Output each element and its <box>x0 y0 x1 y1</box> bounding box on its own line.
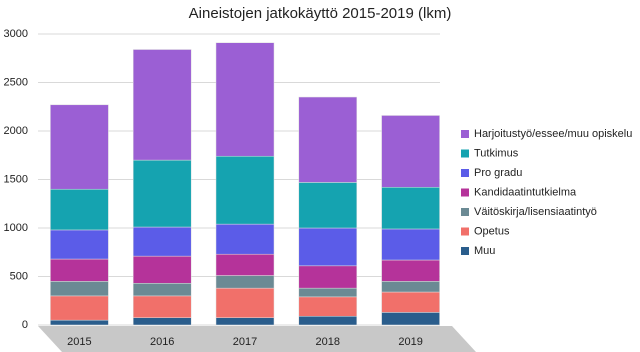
legend-label: Opetus <box>474 225 510 237</box>
legend-swatch <box>461 169 469 177</box>
bar-segment <box>298 296 358 317</box>
bar-segment <box>132 283 192 297</box>
legend-swatch <box>461 227 469 236</box>
legend-label: Harjoitustyö/essee/muu opiskelu <box>474 128 632 140</box>
x-tick-label: 2019 <box>398 336 422 348</box>
bar-segment <box>215 287 275 318</box>
bar-segment <box>381 228 440 261</box>
legend-swatch <box>461 149 469 158</box>
bar-segment <box>298 182 358 229</box>
x-tick-label: 2016 <box>150 336 174 348</box>
bar-segment <box>50 258 109 282</box>
legend-swatch <box>461 247 469 255</box>
x-tick-label: 2015 <box>67 336 91 348</box>
y-tick-label: 3000 <box>4 28 28 40</box>
bar-segment <box>50 319 109 326</box>
bar-segment <box>298 316 358 326</box>
legend-label: Pro gradu <box>474 167 522 179</box>
bar-segment <box>132 49 192 161</box>
y-tick-label: 2500 <box>4 76 28 88</box>
bar-segment <box>215 253 275 276</box>
legend-label: Tutkimus <box>474 147 519 159</box>
bar-segment <box>215 42 275 157</box>
bar-segment <box>50 229 109 260</box>
legend-label: Kandidaatintutkielma <box>474 186 577 198</box>
y-tick-label: 1500 <box>4 173 28 185</box>
bar-segment <box>215 223 275 255</box>
bar-segment <box>381 312 440 326</box>
bar-segment <box>381 115 440 188</box>
y-tick-label: 2000 <box>4 125 28 137</box>
bar-segment <box>50 295 109 321</box>
chart-title: Aineistojen jatkokäyttö 2015-2019 (lkm) <box>189 5 452 22</box>
bar-segment <box>381 187 440 230</box>
bar-segment <box>132 226 192 257</box>
bar-segment <box>50 104 109 190</box>
bar-segment <box>298 96 358 183</box>
y-tick-label: 500 <box>10 270 28 282</box>
x-tick-label: 2018 <box>316 336 340 348</box>
x-tick-label: 2017 <box>233 336 257 348</box>
legend-label: Muu <box>474 245 495 257</box>
floor <box>38 326 476 352</box>
bar-segment <box>381 259 440 282</box>
bar-segment <box>132 317 192 326</box>
legend-swatch <box>461 188 469 197</box>
bar-segment <box>132 295 192 318</box>
y-tick-label: 1000 <box>4 222 28 234</box>
bar-segment <box>381 291 440 313</box>
bar-segment <box>215 155 275 225</box>
legend-swatch <box>461 130 469 138</box>
bar-segment <box>215 275 275 289</box>
bar-segment <box>298 265 358 289</box>
bar-segment <box>132 255 192 284</box>
bar-segment <box>50 281 109 297</box>
bar-segment <box>215 317 275 326</box>
bar-segment <box>298 227 358 267</box>
bar-segment <box>50 188 109 231</box>
bar-segment <box>298 287 358 298</box>
bar-segment <box>381 281 440 293</box>
y-tick-label: 0 <box>22 319 28 331</box>
legend-swatch <box>461 208 469 216</box>
legend-label: Väitöskirja/lisensiaatintyö <box>474 206 597 218</box>
bar-segment <box>132 159 192 228</box>
